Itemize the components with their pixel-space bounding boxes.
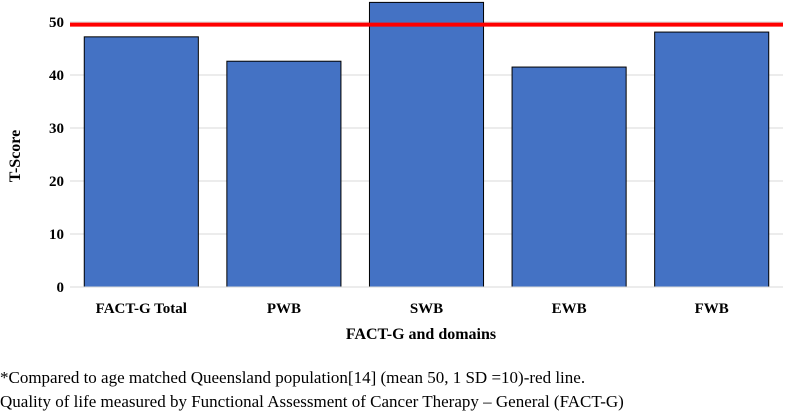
bar — [511, 66, 627, 288]
y-tick-label: 20 — [49, 174, 64, 190]
y-tick-labels: 0 10 20 30 40 50 — [49, 15, 64, 296]
x-tick-label: SWB — [410, 301, 443, 317]
bar — [226, 60, 342, 288]
x-tick-label: EWB — [552, 301, 587, 317]
x-axis-title: FACT-G and domains — [346, 326, 496, 343]
footnote-comparison: *Compared to age matched Queensland popu… — [0, 368, 586, 387]
bar — [83, 36, 199, 288]
footnote-measure: Quality of life measured by Functional A… — [0, 392, 624, 411]
x-tick-label: FACT-G Total — [96, 301, 187, 317]
y-tick-label: 30 — [49, 121, 64, 137]
y-tick-label: 40 — [49, 68, 64, 84]
bar — [654, 31, 770, 288]
y-tick-label: 0 — [57, 280, 65, 296]
y-axis-title: T-Score — [7, 130, 24, 182]
x-tick-label: FWB — [695, 301, 729, 317]
x-tick-label: PWB — [267, 301, 301, 317]
bars — [83, 1, 770, 288]
y-tick-label: 10 — [49, 227, 64, 243]
bar — [368, 1, 485, 288]
bar-chart: 0 10 20 30 40 50 FACT-G Total PWB SWB EWB FWB T-S… — [7, 1, 783, 343]
y-tick-label: 50 — [49, 15, 64, 31]
x-tick-labels: FACT-G Total PWB SWB EWB FWB — [96, 301, 729, 317]
